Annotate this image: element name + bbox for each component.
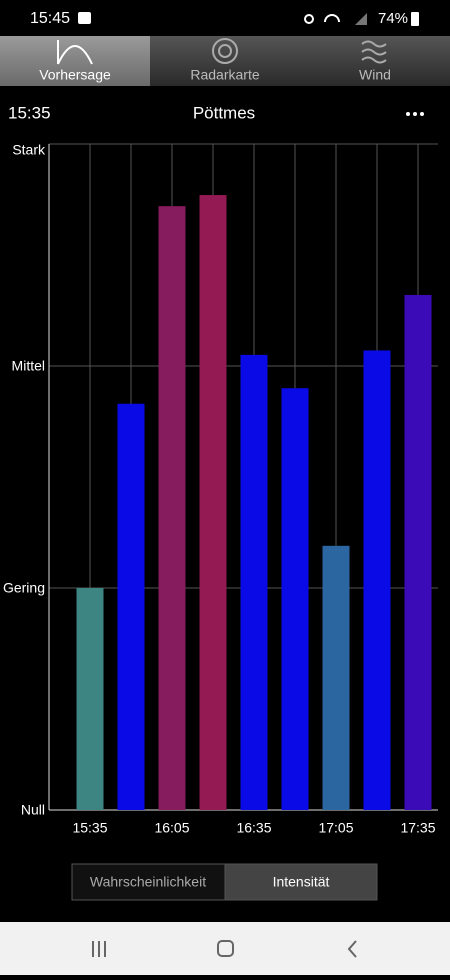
wind-icon xyxy=(361,40,387,64)
radar-icon-inner xyxy=(218,44,232,58)
nav-back[interactable] xyxy=(347,940,357,958)
bar xyxy=(240,354,268,810)
status-bar xyxy=(0,0,450,36)
nav-recent[interactable] xyxy=(92,941,106,957)
battery-text: 74% xyxy=(378,10,408,27)
y-tick-label: Mittel xyxy=(12,358,45,374)
bar xyxy=(76,588,104,810)
chart: Null Gering Mittel Stark 15:35 16:05 16:35 17:0… xyxy=(3,142,438,836)
nav-bar xyxy=(0,922,450,975)
wifi-icon xyxy=(324,14,340,23)
tab-label[interactable]: Wind xyxy=(359,67,391,83)
bar xyxy=(158,206,186,810)
toggle-label[interactable]: Wahrscheinlichkeit xyxy=(90,874,206,890)
x-tick-label: 16:35 xyxy=(236,820,271,836)
header-time: 15:35 xyxy=(8,103,51,122)
tab-label[interactable]: Radarkarte xyxy=(190,67,259,83)
radar-icon xyxy=(212,38,238,64)
bar xyxy=(363,350,391,810)
menu-dot xyxy=(413,112,417,116)
bar xyxy=(199,195,227,810)
key-icon xyxy=(304,14,314,24)
y-tick-label: Gering xyxy=(3,580,45,596)
toggle-option-active[interactable] xyxy=(224,863,378,901)
menu-button[interactable] xyxy=(406,112,424,116)
bar xyxy=(322,545,350,810)
nav-home[interactable] xyxy=(217,940,234,957)
x-tick-label: 16:05 xyxy=(154,820,189,836)
forecast-icon xyxy=(57,45,93,65)
tab-active[interactable] xyxy=(0,36,150,86)
status-time: 15:45 xyxy=(30,10,70,27)
tab-label[interactable]: Vorhersage xyxy=(39,67,111,83)
bar xyxy=(281,388,309,810)
x-tick-label: 15:35 xyxy=(72,820,107,836)
bar xyxy=(117,403,145,810)
y-tick-label: Null xyxy=(21,802,45,818)
x-tick-label: 17:05 xyxy=(318,820,353,836)
menu-dot xyxy=(406,112,410,116)
gallery-icon xyxy=(78,12,91,24)
x-tick-label: 17:35 xyxy=(400,820,435,836)
toggle-label[interactable]: Intensität xyxy=(273,874,330,890)
signal-icon xyxy=(355,13,367,25)
y-tick-label: Stark xyxy=(12,142,46,158)
bar xyxy=(404,294,432,811)
header-location: Pöttmes xyxy=(193,103,255,122)
battery-icon xyxy=(411,12,419,26)
menu-dot xyxy=(420,112,424,116)
